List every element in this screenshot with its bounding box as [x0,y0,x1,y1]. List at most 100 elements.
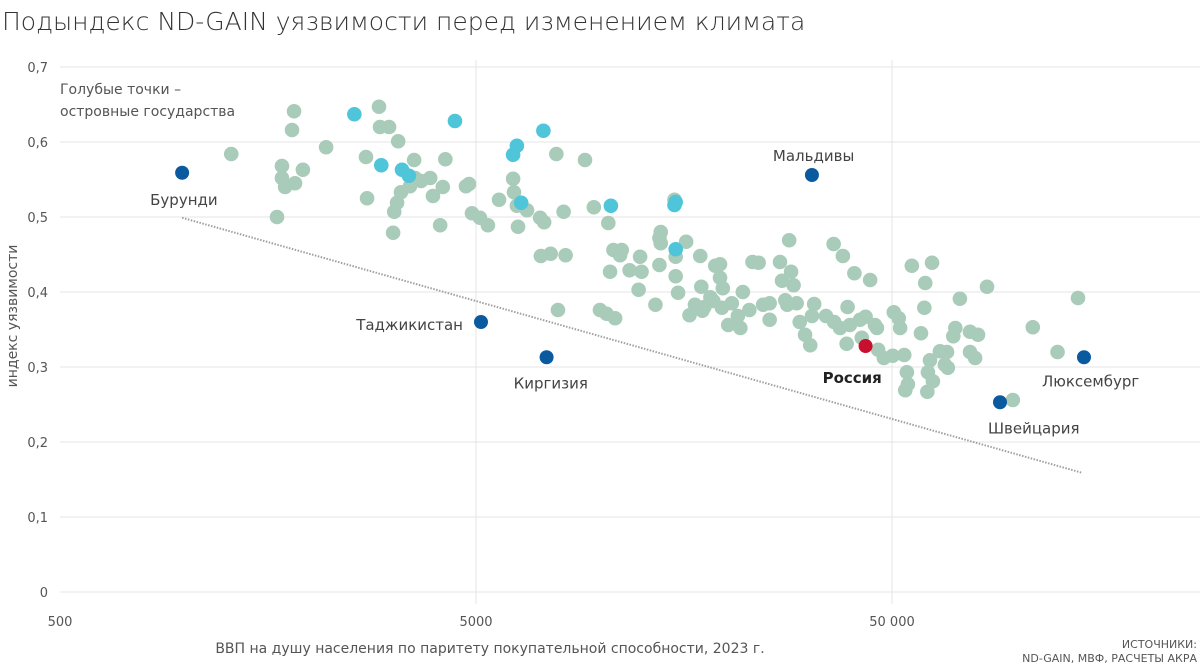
point-other [692,248,708,264]
point-labels: Бурунди Таджикистан Киргизия Мальдивы Россия… [150,147,1139,437]
point-other [632,249,648,265]
point-other [648,297,663,313]
point-other [286,103,302,119]
point-island [447,113,463,129]
point-labeled [1076,350,1091,365]
point-island [667,197,682,213]
point-other [577,152,593,168]
y-axis-title: индекс уязвимости [5,245,21,388]
point-other [742,302,757,318]
point-other [925,373,941,389]
point-other [720,317,736,333]
point-other [425,188,441,204]
point-other [318,139,334,155]
point-other [406,152,422,168]
point-labeled [539,350,554,365]
y-tick-label: 0,5 [27,211,48,226]
point-other [802,337,818,353]
point-label: Люксембург [1042,372,1139,390]
point-other [840,299,855,315]
point-label: Таджикистан [355,316,463,334]
point-other [614,242,630,258]
point-other [607,310,623,326]
point-other [505,171,521,187]
point-other [480,217,496,233]
point-other [892,320,908,336]
point-other [634,264,649,280]
point-labeled [804,168,819,182]
point-other [900,376,916,392]
point-other [979,279,995,295]
point-other [586,199,602,215]
sources-text: ND-GAIN, МВФ, РАСЧЕТЫ АКРА [1022,652,1197,665]
point-other [358,149,374,165]
point-other [858,309,873,325]
point-labeled [175,165,190,180]
point-other [652,257,667,273]
point-other [550,302,566,318]
annotation-line-2: островные государства [60,104,235,120]
point-other [904,258,920,274]
y-tick-label: 0,2 [27,436,48,451]
point-label: Мальдивы [773,147,854,165]
x-tick-label: 50 000 [869,615,915,630]
x-axis-title: ВВП на душу населения по паритету покупа… [215,641,764,657]
point-other [712,256,728,272]
annotation-line-1: Голубые точки – [60,82,181,98]
point-island [668,241,683,257]
point-other [295,162,311,178]
point-other [948,320,963,336]
point-other [896,347,912,363]
point-other [847,265,862,281]
point-other [940,360,956,376]
point-other [558,247,573,263]
y-tick-label: 0,7 [27,61,48,76]
point-other [924,255,940,271]
point-other [885,348,901,364]
point-island [347,106,362,122]
point-other [839,336,854,352]
y-tick-labels: 0 0,1 0,2 0,3 0,4 0,5 0,6 0,7 [27,61,48,601]
y-tick-label: 0,4 [27,286,48,301]
point-russia [858,339,873,353]
point-other [359,190,375,206]
point-other [772,254,788,270]
point-other [862,272,878,288]
point-other [274,158,290,174]
point-other [223,146,239,162]
point-other [703,289,718,305]
x-tick-label: 5000 [459,615,492,630]
point-other [783,264,799,280]
point-other [653,235,669,251]
point-label: Россия [823,369,882,387]
point-other [556,204,571,220]
y-tick-label: 0,6 [27,136,48,151]
point-other [536,214,552,230]
chart-title: Подындекс ND-GAIN уязвимости перед измен… [2,7,805,36]
point-other [781,232,797,248]
point-other [826,236,841,252]
point-other [622,262,637,278]
point-other [284,122,300,138]
point-other [869,320,885,336]
point-other [631,282,646,298]
point-other [653,224,669,240]
point-other [543,246,558,262]
point-other [371,99,387,115]
y-tick-label: 0,1 [27,511,48,526]
gridlines [60,60,1200,604]
point-labeled [473,315,488,329]
point-other [1050,344,1065,360]
point-other [735,284,751,300]
point-other [461,176,477,192]
point-other [422,170,438,186]
point-other [715,280,731,296]
point-other [510,219,526,235]
point-other [491,192,507,208]
x-tick-label: 500 [48,615,73,630]
point-other [724,295,740,311]
point-other [602,264,618,280]
x-tick-labels: 500 5000 50 000 [48,615,915,630]
point-island [536,123,551,139]
